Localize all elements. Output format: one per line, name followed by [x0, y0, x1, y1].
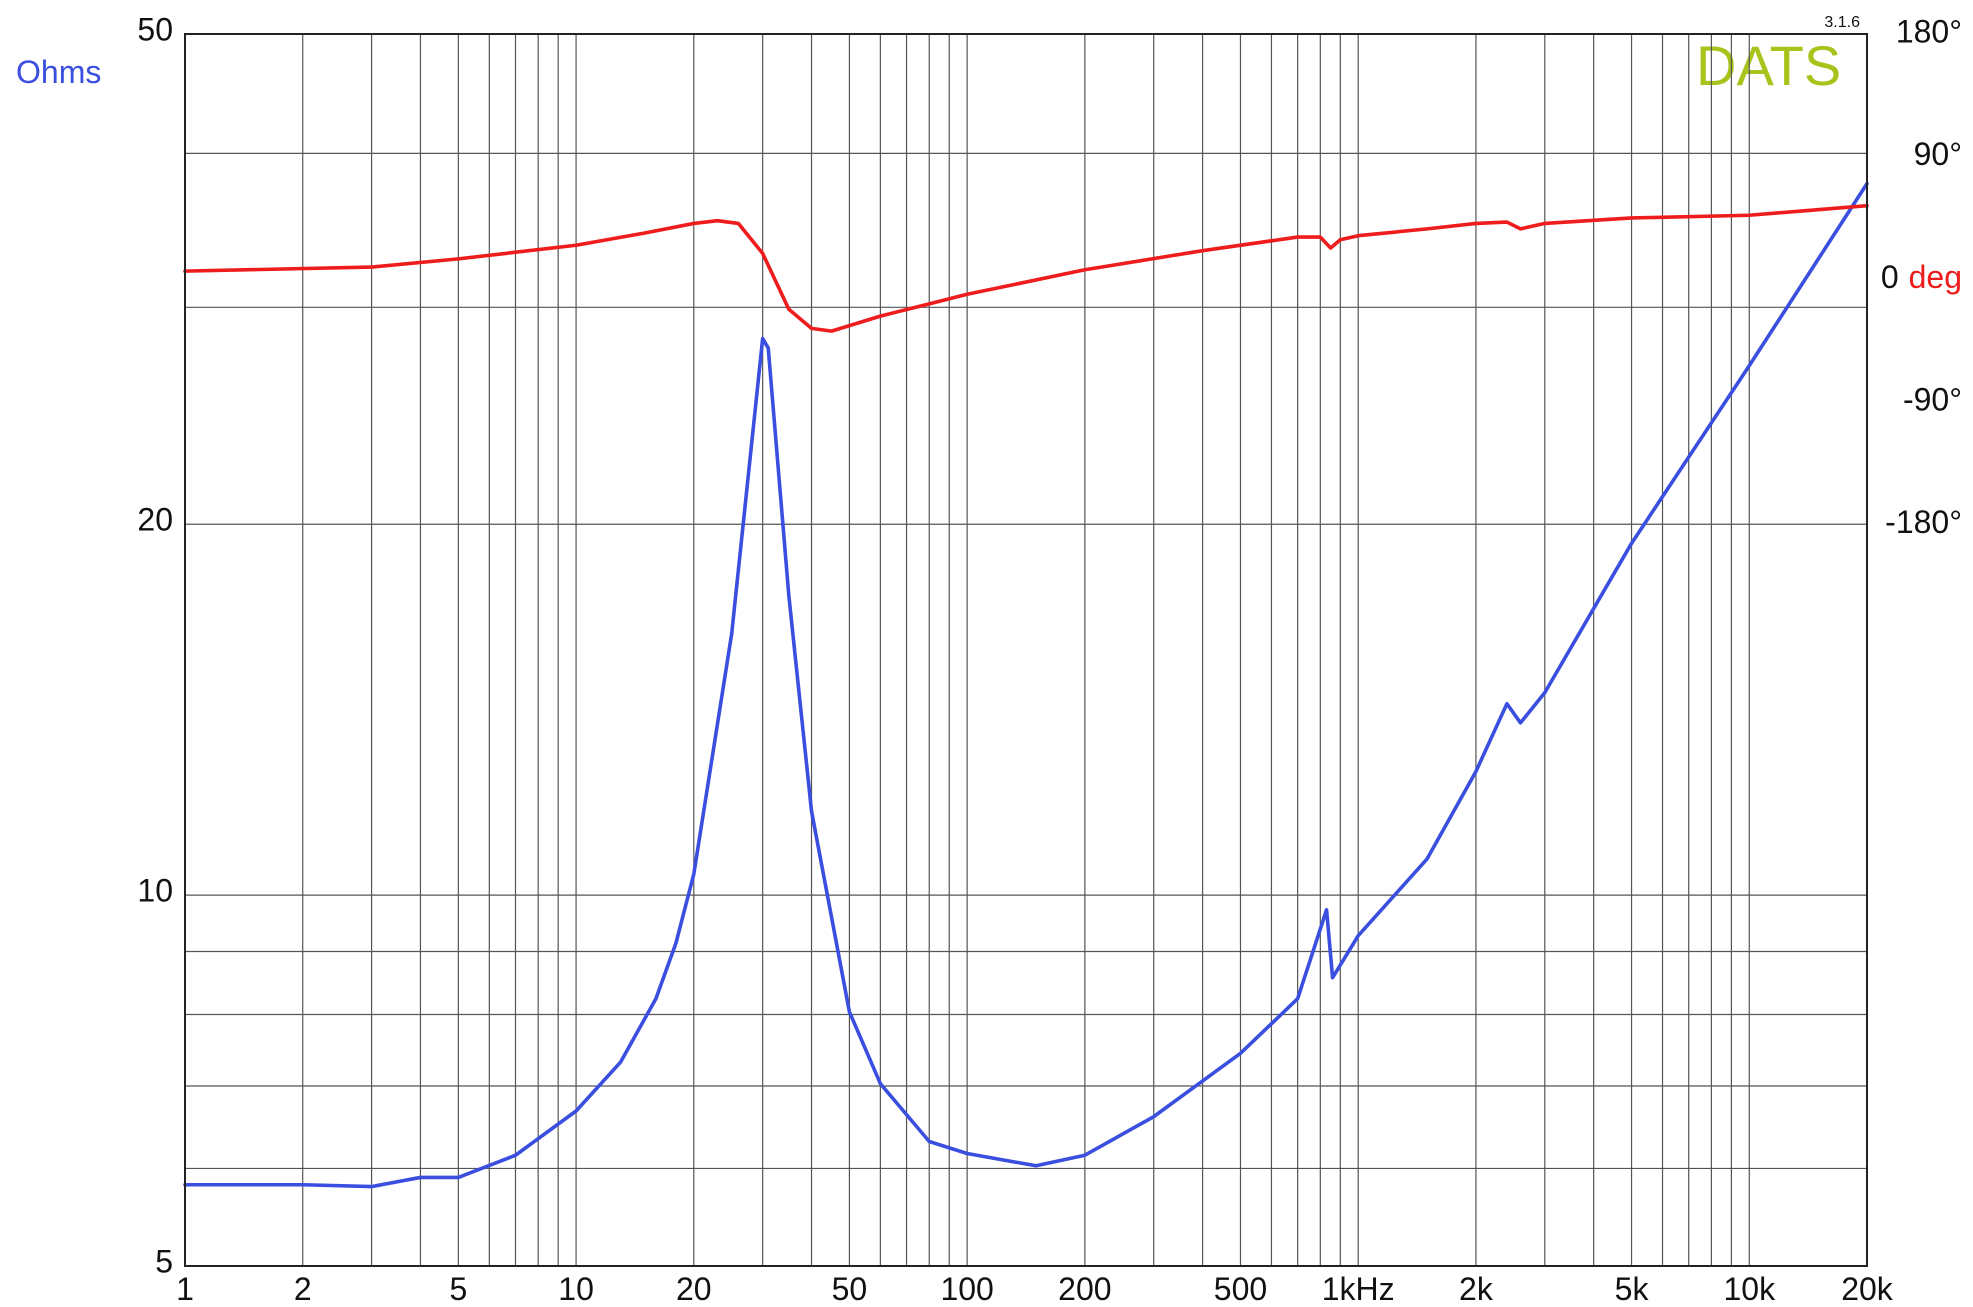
phase-curve	[183, 203, 1869, 333]
x-tick-label: 5	[449, 1271, 467, 1307]
version: 3.1.6	[1824, 14, 1860, 31]
x-tick-label: 20k	[1841, 1271, 1894, 1307]
impedance-curve	[183, 181, 1869, 1189]
curves	[183, 181, 1869, 1189]
plot-frame	[184, 33, 1868, 1267]
y2-tick-label: 90°	[1914, 136, 1962, 172]
x-tick-label: 1kHz	[1322, 1271, 1395, 1307]
y2-tick-label: -180°	[1885, 504, 1962, 540]
y-tick-label: 5	[155, 1243, 173, 1279]
x-tick-label: 10k	[1723, 1271, 1776, 1307]
y-axis-label: Ohms	[16, 54, 101, 90]
y2-tick-label: 180°	[1896, 13, 1962, 49]
y-tick-label: 10	[137, 873, 173, 909]
y-tick-label: 20	[137, 502, 173, 538]
y2-axis-label: deg	[1909, 259, 1962, 295]
x-tick-label: 2	[294, 1271, 312, 1307]
x-tick-label: 10	[558, 1271, 594, 1307]
y-tick-label: 50	[137, 11, 173, 47]
x-tick-label: 500	[1214, 1271, 1267, 1307]
x-tick-label: 1	[176, 1271, 194, 1307]
x-tick-label: 50	[832, 1271, 868, 1307]
x-tick-label: 2k	[1459, 1271, 1494, 1307]
y2-tick-label: 0	[1881, 259, 1899, 295]
x-tick-label: 20	[676, 1271, 712, 1307]
x-tick-label: 5k	[1615, 1271, 1650, 1307]
x-tick-label: 200	[1058, 1271, 1111, 1307]
x-tick-label: 100	[940, 1271, 993, 1307]
y2-tick-label: -90°	[1903, 381, 1962, 417]
logo: DATS	[1696, 34, 1841, 97]
